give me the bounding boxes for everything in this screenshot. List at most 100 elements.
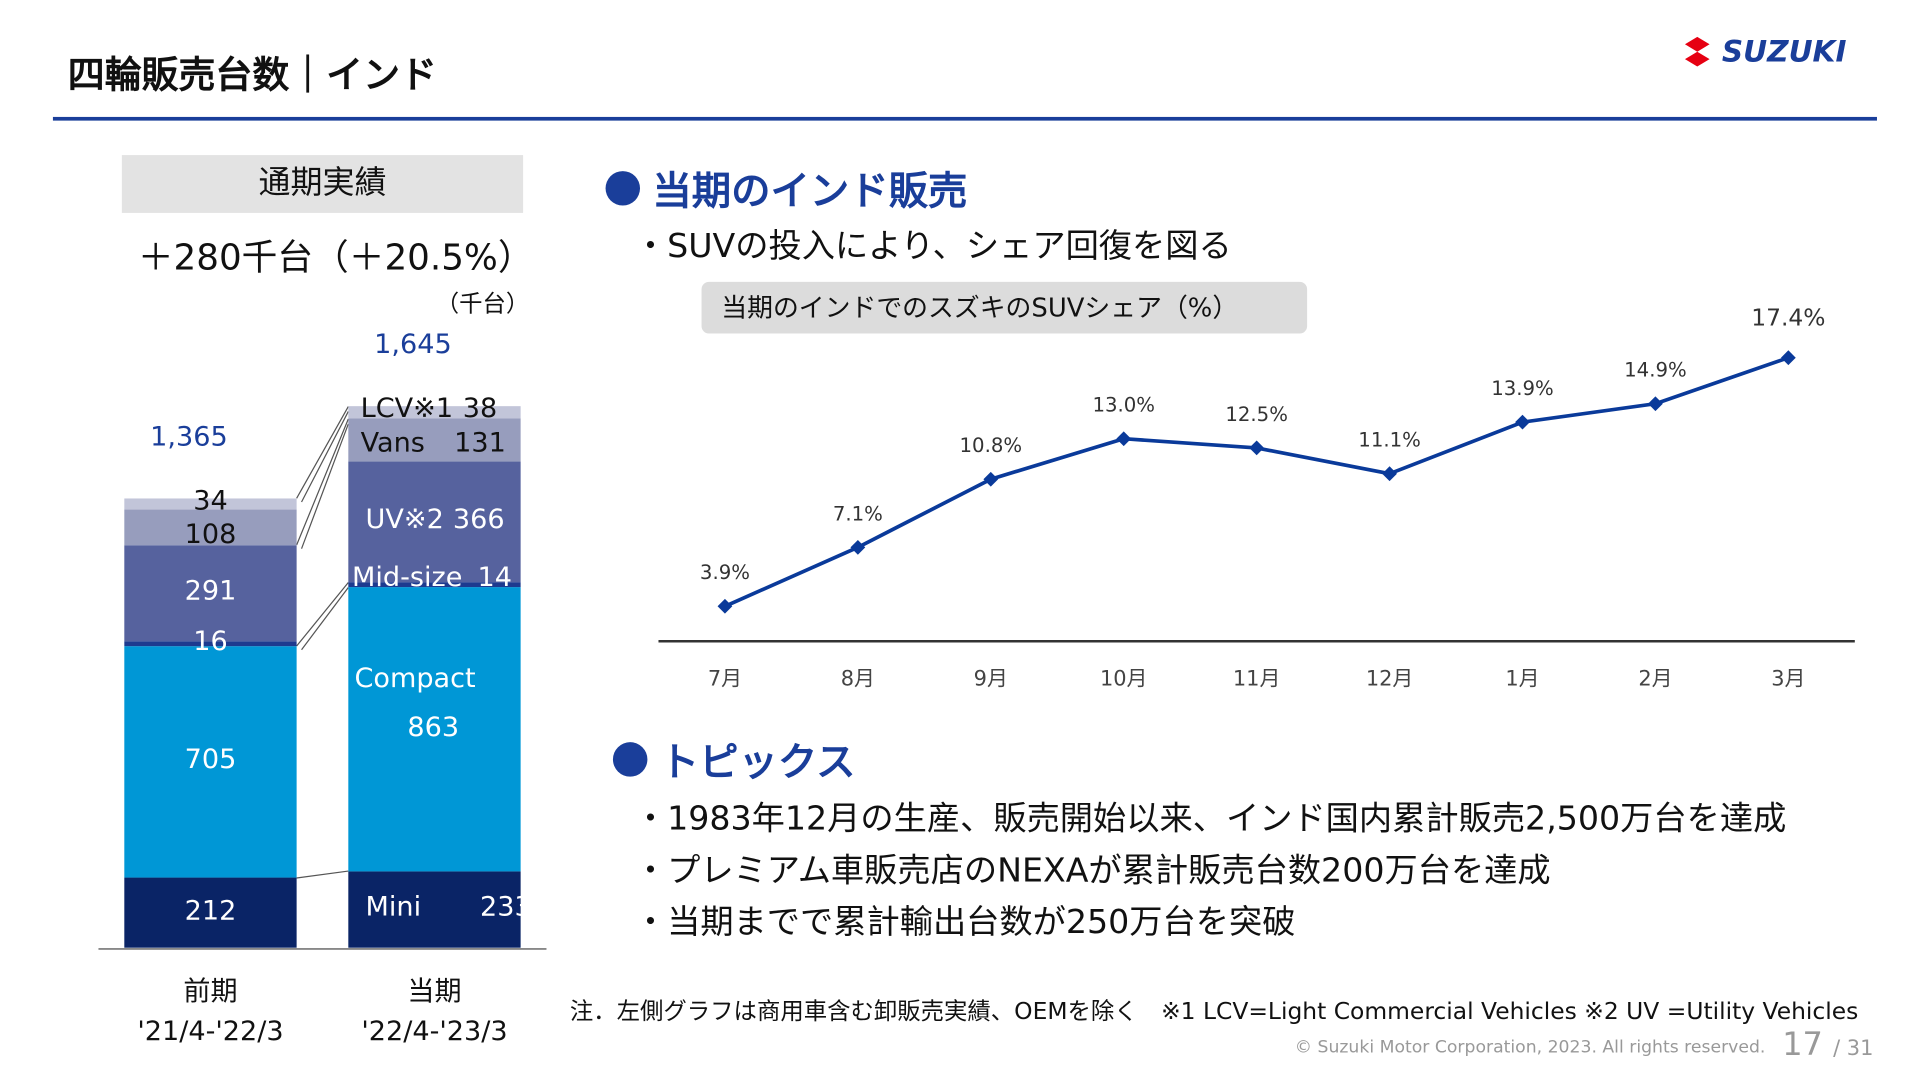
data-point-marker (1249, 440, 1265, 456)
connector-line (301, 587, 349, 651)
connector-lines (98, 406, 547, 950)
x-tick-label: 12月 (1366, 667, 1414, 691)
category-label: 前期 '21/4-'22/3 (100, 970, 322, 1048)
bar-segment-mid-size (124, 640, 297, 646)
bar-segment-mini (124, 877, 297, 948)
series-name-label: UV※2 (365, 505, 444, 536)
category-label: 当期 '22/4-'23/3 (324, 970, 546, 1048)
data-label: 12.5% (1225, 403, 1288, 426)
data-label: 3.9% (700, 561, 750, 584)
x-tick-label: 2月 (1638, 667, 1672, 691)
x-tick-label: 10月 (1100, 667, 1148, 691)
data-label: 233 (480, 892, 532, 923)
bar-segment-uv (348, 462, 521, 583)
bar-segment-lcv (124, 498, 297, 510)
current-page: 17 (1782, 1026, 1823, 1064)
data-label: 212 (184, 895, 237, 927)
section-title: 当期のインド販売 (652, 167, 968, 215)
bar-segment-vans (124, 509, 297, 546)
data-label: 14.9% (1624, 359, 1687, 382)
annual-results-box: 通期実績 (121, 155, 524, 213)
series-name-label: Vans (360, 428, 425, 460)
data-label: 38 (462, 394, 498, 425)
series-name-label: Mid-size (352, 562, 463, 594)
x-tick-label: 8月 (841, 667, 875, 691)
data-point-marker (1116, 431, 1132, 447)
stacked-bar-chart: 1,365 前期 '21/4-'22/3 1,645 当期 '22/4-'23/3 212 7… (0, 0, 566, 1081)
data-label: 291 (184, 575, 237, 607)
x-tick-label: 7月 (708, 667, 742, 691)
data-point-marker (1648, 396, 1663, 412)
page-title: 四輪販売台数｜インド (67, 54, 437, 98)
data-point-marker (717, 598, 733, 614)
data-label: 705 (184, 744, 237, 776)
line-chart-title: 当期のインドでのスズキのSUVシェア（%） (701, 281, 1308, 334)
connector-line (300, 411, 349, 503)
data-label: 131 (454, 428, 506, 460)
data-label: 16 (193, 625, 228, 657)
data-label: 10.8% (960, 434, 1023, 457)
bar-segment-uv (124, 545, 297, 641)
data-label: 366 (452, 505, 505, 536)
data-label: 108 (184, 519, 237, 551)
data-label: 34 (193, 485, 228, 517)
bullet-suv: ・SUVの投入により、シェア回復を図る (633, 227, 1232, 266)
series-name-label: LCV※1 (360, 394, 454, 425)
bar-segment-mini (348, 871, 521, 948)
connector-line (300, 423, 349, 549)
topic-item: ・当期までで累計輸出台数が250万台を突破 (633, 903, 1296, 942)
range-label: '21/4-'22/3 (137, 1016, 284, 1048)
bar-segment-lcv (348, 406, 521, 420)
total-pages: / 31 (1833, 1036, 1874, 1061)
data-point-marker (1780, 350, 1796, 366)
logo-text: SUZUKI (1721, 34, 1847, 69)
suzuki-s-icon (1684, 36, 1710, 67)
section-title: トピックス (659, 738, 856, 786)
period-label: 前期 (183, 977, 238, 1009)
bar-segment-compact (348, 587, 521, 872)
x-tick-label: 1月 (1505, 667, 1539, 691)
data-label: 14 (477, 562, 513, 594)
x-tick-label: 3月 (1771, 667, 1805, 691)
footnote: 注．左側グラフは商用車含む卸販売実績、OEMを除く ※1 LCV=Light C… (569, 998, 1859, 1026)
annual-delta: ＋280千台（＋20.5%） (137, 236, 534, 279)
data-point-marker (983, 471, 999, 487)
x-tick-label: 11月 (1233, 667, 1281, 691)
connector-line (296, 870, 349, 879)
header-divider (52, 116, 1877, 121)
data-point-marker (1515, 414, 1530, 430)
data-label: 17.4% (1751, 304, 1825, 332)
bullet-dot-icon (612, 742, 648, 777)
section-topics: トピックス (612, 731, 856, 788)
data-label: 7.1% (833, 502, 883, 525)
data-label: 11.1% (1358, 429, 1421, 452)
data-point-marker (1382, 466, 1397, 482)
copyright: © Suzuki Motor Corporation, 2023. All ri… (1294, 1037, 1766, 1058)
share-line (724, 355, 1789, 608)
bullet-dot-icon (605, 171, 641, 206)
bar-total: 1,645 (374, 330, 452, 361)
page-number: 17 / 31 (1782, 1026, 1873, 1063)
connector-line (296, 582, 349, 647)
data-label: 13.9% (1491, 377, 1554, 400)
bar-total: 1,365 (150, 421, 228, 453)
section-india-sales: 当期のインド販売 (605, 160, 968, 217)
bar-segment-vans (348, 419, 521, 463)
bar-segment-mid-size (348, 582, 521, 588)
data-point-marker (850, 539, 866, 555)
unit-label: （千台） (435, 290, 530, 318)
range-label: '22/4-'23/3 (361, 1016, 508, 1048)
period-label: 当期 (407, 977, 462, 1009)
data-label: 863 (407, 712, 460, 744)
suzuki-logo: SUZUKI (1680, 34, 1847, 69)
x-tick-label: 9月 (974, 667, 1008, 691)
bar-segment-compact (124, 646, 297, 878)
connector-line (296, 418, 349, 546)
connector-line (296, 406, 349, 499)
data-label: 13.0% (1092, 394, 1155, 417)
series-name-label: Compact (354, 663, 476, 695)
topic-item: ・プレミアム車販売店のNEXAが累計販売台数200万台を達成 (633, 851, 1551, 890)
topic-item: ・1983年12月の生産、販売開始以来、インド国内累計販売2,500万台を達成 (633, 800, 1787, 839)
series-name-label: Mini (365, 892, 422, 923)
